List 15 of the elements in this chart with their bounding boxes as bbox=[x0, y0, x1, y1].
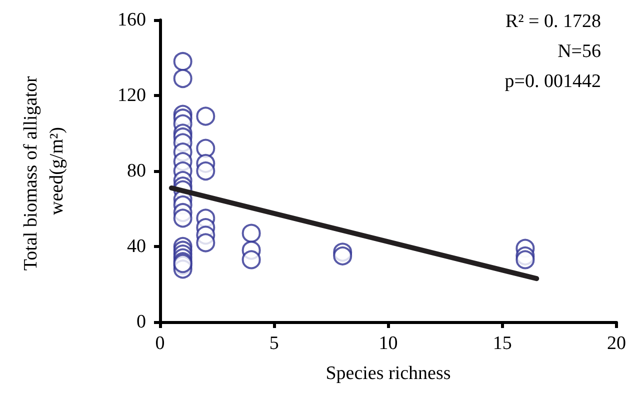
annotation: N=56 bbox=[558, 41, 601, 62]
x-tick-label: 10 bbox=[378, 333, 398, 354]
x-tick-label: 15 bbox=[492, 333, 512, 354]
annotation: R² = 0. 1728 bbox=[505, 11, 602, 32]
x-tick-label: 0 bbox=[155, 333, 165, 354]
x-tick-label: 20 bbox=[607, 333, 626, 354]
y-tick-label: 120 bbox=[118, 85, 146, 106]
y-axis-title: Total biomass of alligator weed(g/m²) bbox=[20, 71, 68, 271]
y-tick-label: 40 bbox=[127, 236, 146, 257]
x-tick-label: 5 bbox=[269, 333, 279, 354]
y-tick-label: 160 bbox=[118, 10, 146, 30]
y-tick-label: 80 bbox=[127, 160, 146, 182]
y-tick-label: 0 bbox=[136, 312, 146, 332]
x-axis-title: Species richness bbox=[326, 363, 451, 384]
annotation: p=0. 001442 bbox=[504, 71, 601, 92]
